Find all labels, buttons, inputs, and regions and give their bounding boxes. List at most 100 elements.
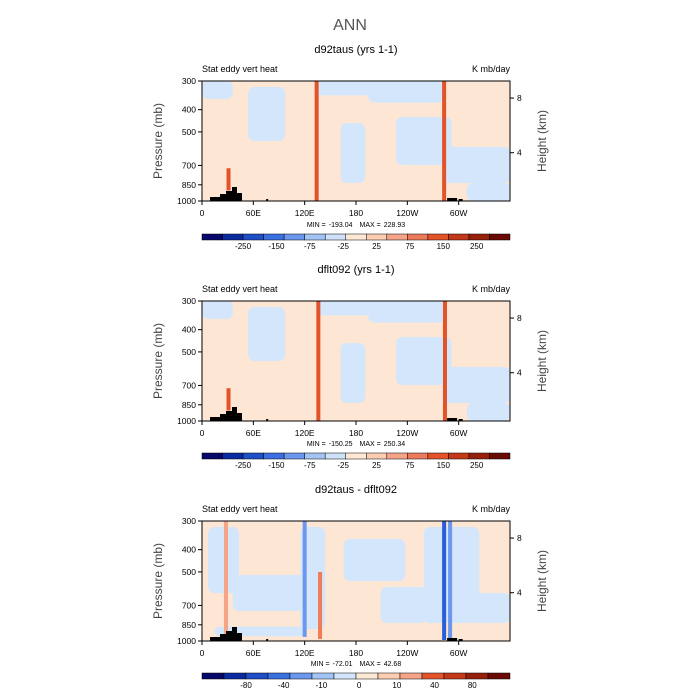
terrain-small (458, 419, 463, 421)
panel-2-stats: MIN = -150.25 MAX = 250.34 (307, 441, 405, 448)
height-tick-label: 8 (517, 93, 522, 103)
x-tick-label: 60E (246, 208, 261, 218)
terrain-andes (447, 198, 458, 201)
terrain-dot (266, 199, 269, 201)
x-tick-label: 60W (450, 428, 467, 438)
negative-region (315, 301, 378, 316)
colorbar-label: 40 (430, 681, 439, 690)
colorbar-label: 250 (470, 461, 484, 470)
terrain-andes (447, 418, 458, 421)
negative-region (473, 593, 510, 623)
panel-2-height-axis-label: Height (km) (535, 330, 549, 392)
x-tick-label: 180 (349, 648, 363, 658)
negative-region (248, 307, 286, 361)
y-tick-label: 700 (182, 380, 196, 390)
spike-4 (442, 521, 447, 640)
colorbar-swatch (377, 672, 401, 680)
terrain-small (458, 639, 463, 641)
colorbar-swatch (427, 452, 449, 460)
colorbar-swatch (448, 452, 470, 460)
colorbar-swatch (443, 672, 467, 680)
panel-2-left-label: Stat eddy vert heat (202, 284, 278, 294)
colorbar-label: 75 (405, 242, 414, 251)
height-tick-label: 8 (517, 533, 522, 543)
y-tick-label: 1000 (177, 636, 196, 646)
colorbar-label: -40 (278, 681, 290, 690)
colorbar-swatch (333, 672, 357, 680)
x-tick-label: 60W (450, 648, 467, 658)
negative-region (442, 147, 510, 183)
negative-region (396, 117, 452, 165)
colorbar-swatch (407, 233, 429, 241)
colorbar-swatch (283, 233, 305, 241)
spike-2 (302, 521, 307, 637)
y-tick-label: 500 (182, 567, 196, 577)
y-tick-label: 700 (182, 600, 196, 610)
colorbar-swatch (386, 452, 408, 460)
y-tick-label: 400 (182, 545, 196, 555)
colorbar-swatch (489, 452, 511, 460)
colorbar-label: -75 (304, 242, 316, 251)
y-tick-label: 850 (182, 400, 196, 410)
colorbar-swatch (242, 233, 264, 241)
y-tick-label: 1000 (177, 196, 196, 206)
x-tick-label: 0 (200, 428, 205, 438)
colorbar-swatch (201, 233, 223, 241)
negative-region (340, 343, 366, 403)
panel-3-title: d92taus - dflt092 (315, 484, 397, 496)
panel-3-height-axis-label: Height (km) (535, 550, 549, 612)
y-tick-label: 1000 (177, 416, 196, 426)
x-tick-label: 180 (349, 208, 363, 218)
y-tick-label: 500 (182, 127, 196, 137)
colorbar-label: 25 (372, 461, 381, 470)
spike-1 (226, 168, 231, 191)
panel-2-colorbar: -250 -150 -75 -25 25 75 150 250 (201, 452, 511, 470)
negative-region (466, 403, 510, 421)
y-tick-label: 400 (182, 325, 196, 335)
colorbar-label: 150 (437, 242, 451, 251)
colorbar-swatch (468, 233, 490, 241)
y-tick-label: 300 (182, 516, 196, 526)
panel-2-title: dflt092 (yrs 1-1) (317, 264, 394, 276)
colorbar-swatch (355, 672, 379, 680)
spike-1 (223, 521, 228, 636)
negative-region (368, 301, 446, 323)
panel-3-y-axis-label: Pressure (mb) (151, 543, 165, 619)
colorbar-swatch (245, 672, 269, 680)
colorbar-label: 10 (392, 681, 401, 690)
panel-3-plot-area: 0 60E 120E 180 120W 60W 300 400 500 700 850 1000 8 4 (177, 516, 522, 658)
panel-2-right-label: K mb/day (472, 284, 511, 294)
terrain-dot (266, 639, 269, 641)
colorbar-swatch (222, 452, 244, 460)
negative-region (202, 301, 233, 319)
panel-1-y-axis-label: Pressure (mb) (151, 103, 165, 179)
colorbar-label: 80 (468, 681, 477, 690)
colorbar-label: 0 (357, 681, 362, 690)
spike-3 (442, 81, 447, 201)
colorbar-swatch (242, 452, 264, 460)
colorbar-label: -25 (337, 242, 349, 251)
panel-1-title: d92taus (yrs 1-1) (314, 44, 397, 56)
panel-1-plot-area: 0 60E 120E 180 120W 60W 300 400 500 700 850 1000 8 4 (177, 76, 522, 218)
negative-region (466, 183, 510, 201)
negative-region (368, 81, 446, 103)
colorbar-swatch (345, 452, 367, 460)
colorbar-label: -250 (235, 461, 252, 470)
colorbar-label: -25 (337, 461, 349, 470)
colorbar-swatch (421, 672, 445, 680)
terrain-asia (210, 627, 242, 641)
x-tick-label: 180 (349, 428, 363, 438)
terrain-andes (447, 638, 458, 641)
colorbar-swatch (487, 672, 511, 680)
colorbar-swatch (311, 672, 335, 680)
x-tick-label: 120E (295, 208, 315, 218)
negative-region (442, 367, 510, 403)
colorbar-swatch (201, 452, 223, 460)
colorbar-swatch (465, 672, 489, 680)
panel-3-stats: MIN = -72.01 MAX = 42.68 (311, 661, 402, 668)
panel-1-right-label: K mb/day (472, 64, 511, 74)
colorbar-swatch (399, 672, 423, 680)
colorbar-swatch (267, 672, 291, 680)
colorbar-swatch (345, 233, 367, 241)
colorbar-swatch (201, 672, 225, 680)
